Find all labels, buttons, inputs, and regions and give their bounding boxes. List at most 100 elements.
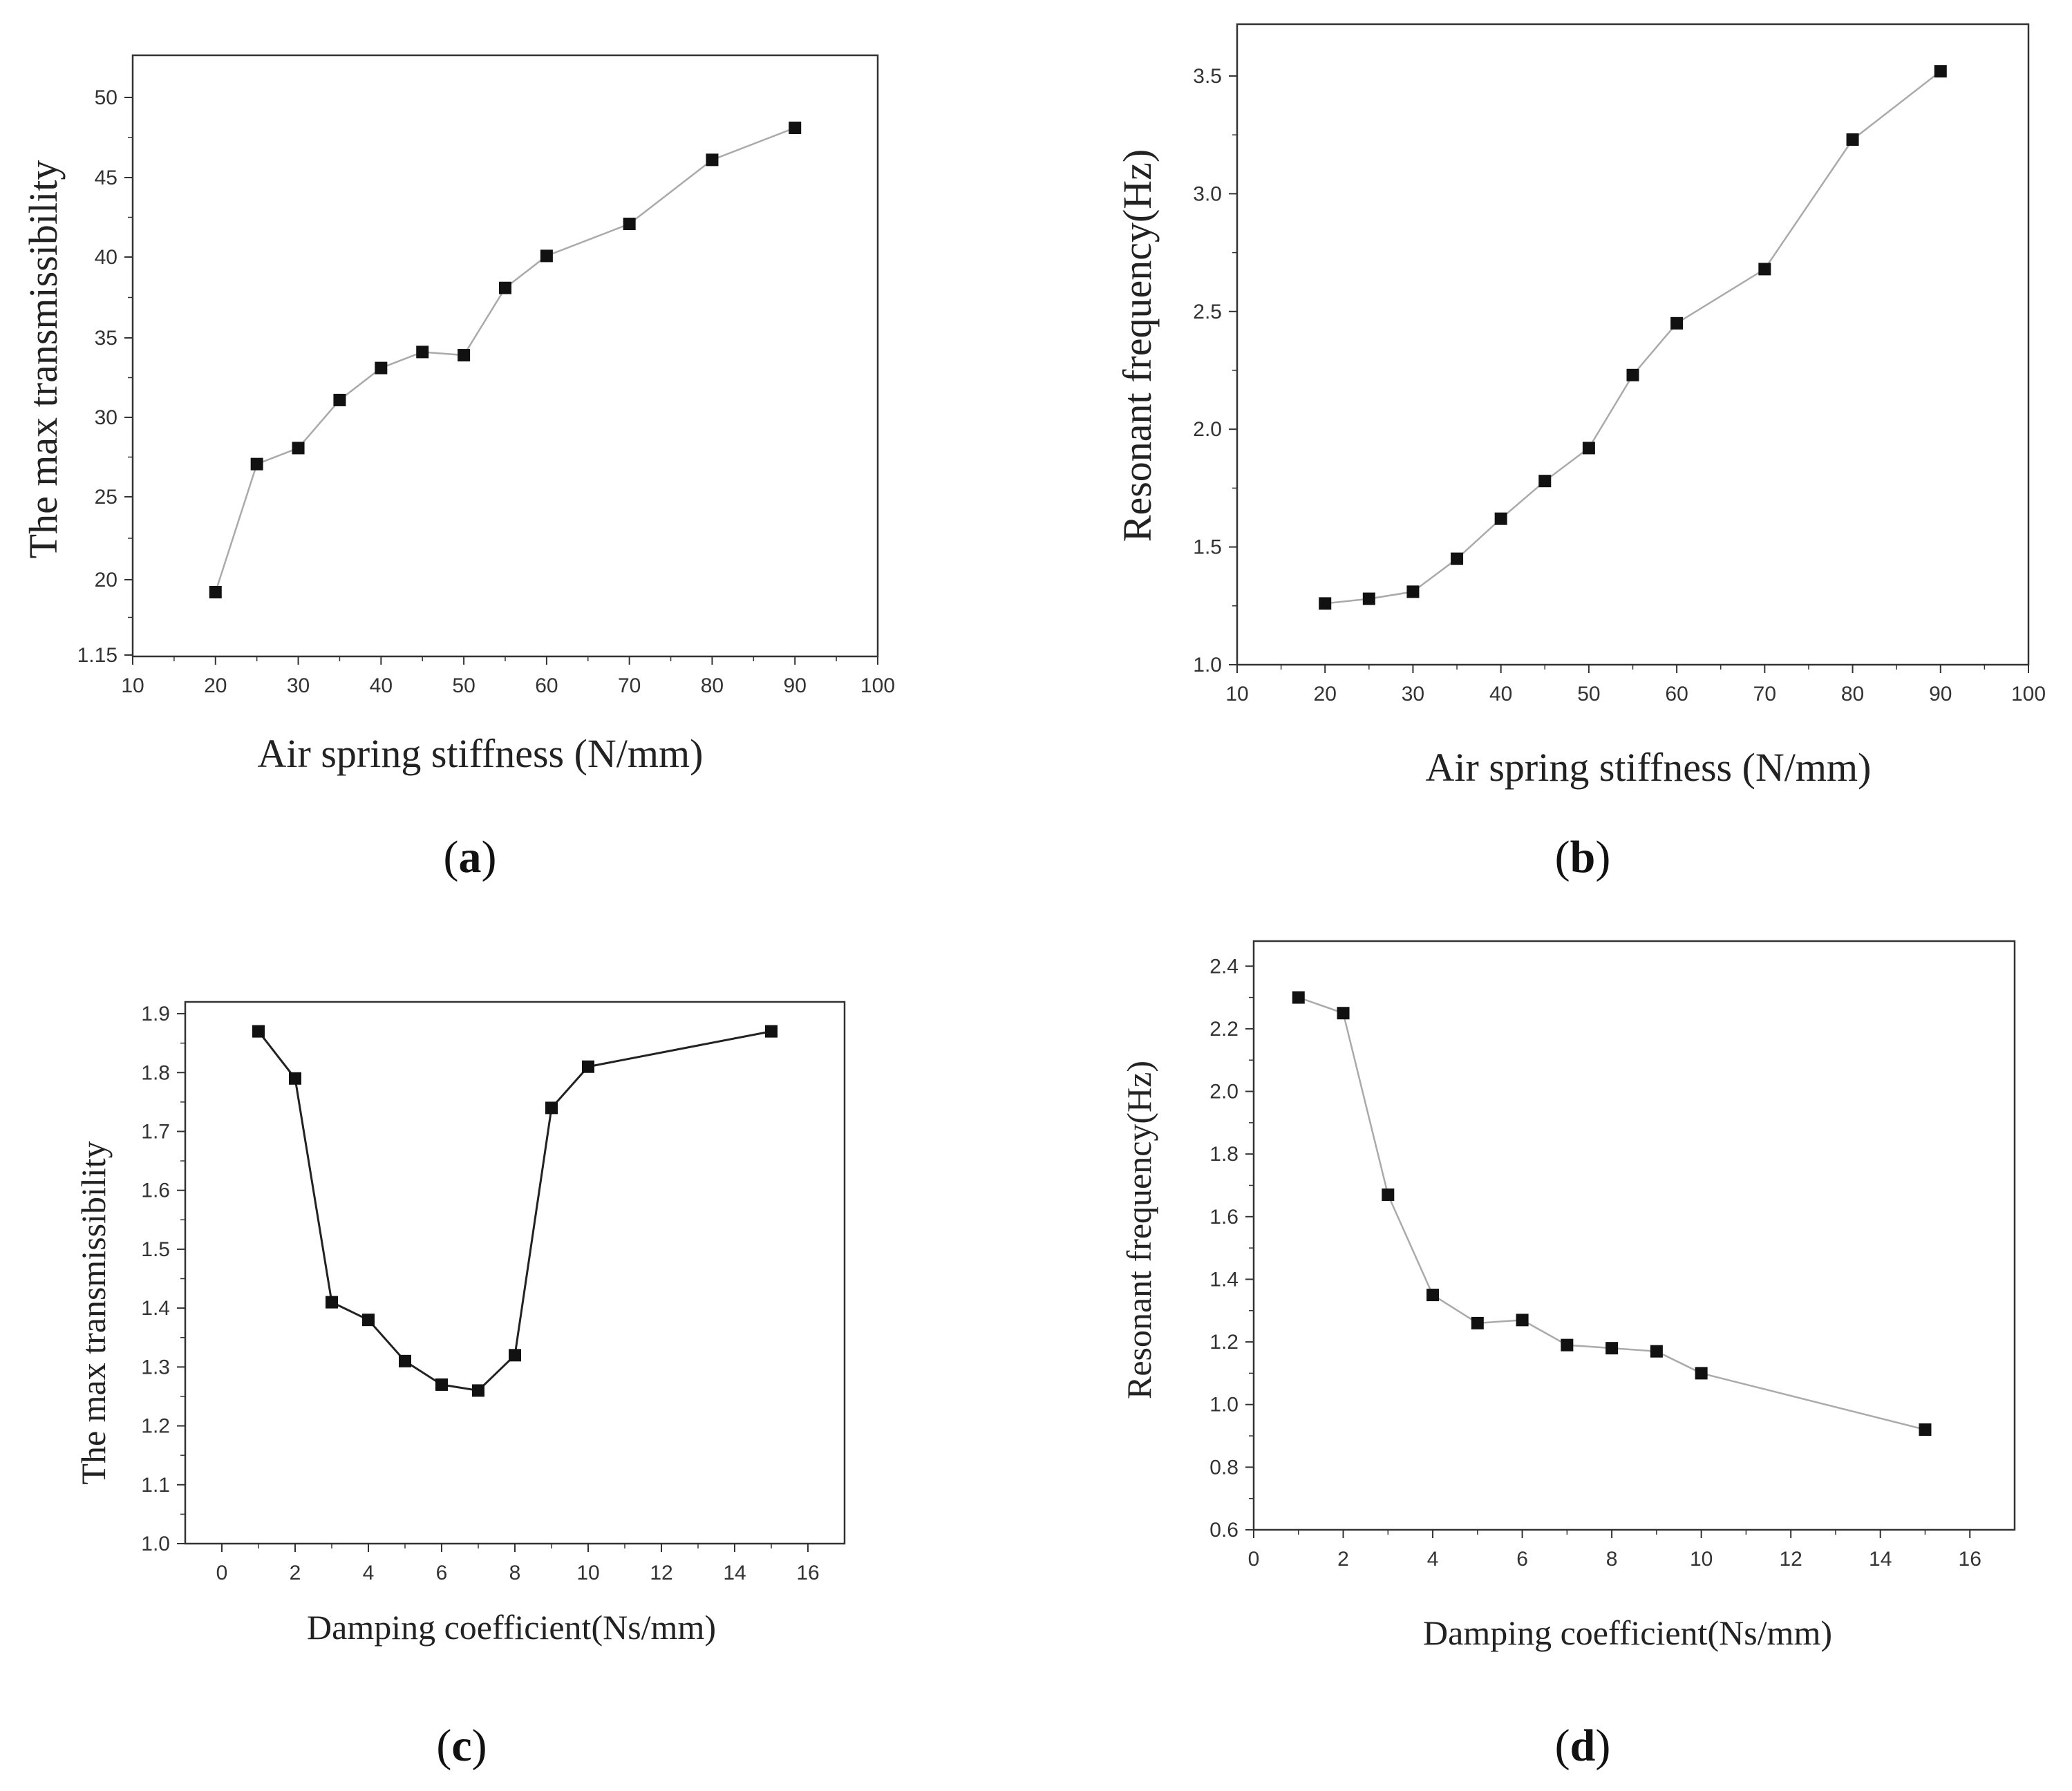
panel-letter-b: b	[1570, 832, 1596, 882]
x-tick-label: 14	[723, 1562, 746, 1584]
y-tick-label: 1.8	[1209, 1143, 1239, 1166]
data-point	[1605, 1342, 1619, 1355]
y-axis-label-a: The max transmissibility	[21, 160, 66, 559]
x-axis-label-a: Air spring stiffness (N/mm)	[258, 731, 704, 776]
x-tick-label: 100	[2011, 683, 2046, 705]
panel-b: 10 20 30 40 50 60 70 80 90 100 1.0 1.5 2.0 2.5 3.0 3.5…	[1115, 23, 2046, 882]
x-tick-label: 40	[1489, 683, 1512, 705]
data-point	[375, 361, 388, 375]
x-axis-label-d: Damping coefficient(Ns/mm)	[1423, 1613, 1832, 1652]
x-tick-label: 6	[1516, 1548, 1528, 1571]
data-point	[458, 349, 471, 362]
y-tick-label: 1.7	[141, 1120, 170, 1143]
x-tick-label: 0	[216, 1562, 228, 1584]
data-point	[545, 1101, 558, 1115]
y-tick-label: 35	[95, 327, 117, 350]
y-tick-label: 1.5	[141, 1238, 170, 1261]
x-tick-label: 80	[701, 674, 724, 697]
x-tick-label: 50	[1577, 683, 1600, 705]
y-axis-ticks-c: 1.0 1.1 1.2 1.3 1.4 1.5 1.6 1.7 1.8 1.9	[141, 1003, 185, 1555]
data-point	[209, 586, 222, 598]
x-tick-label: 2	[1337, 1548, 1349, 1571]
data-point	[362, 1314, 375, 1327]
y-tick-label: 1.0	[1209, 1394, 1239, 1416]
x-tick-label: 4	[363, 1562, 375, 1584]
data-point	[1406, 585, 1420, 598]
plot-area-d	[1252, 940, 2016, 1531]
y-axis-ticks-a: 1.15 20 25 30 35 40 45 50	[77, 86, 133, 667]
data-point	[1919, 1423, 1932, 1436]
y-tick-label: 40	[95, 246, 117, 269]
y-tick-label: 1.6	[1209, 1206, 1239, 1229]
y-tick-label: 1.15	[77, 644, 117, 667]
y-tick-label: 25	[95, 486, 117, 509]
y-tick-label: 0.8	[1209, 1456, 1239, 1479]
x-tick-label: 80	[1841, 683, 1864, 705]
data-point	[1451, 552, 1464, 565]
y-axis-label-d: Resonant frequency(Hz)	[1120, 1061, 1158, 1399]
x-tick-label: 60	[535, 674, 558, 697]
x-axis-label-b: Air spring stiffness (N/mm)	[1426, 745, 1872, 790]
x-tick-label: 6	[436, 1562, 448, 1584]
data-point	[250, 457, 263, 471]
x-tick-label: 10	[121, 674, 144, 697]
panel-label-b: (b)	[1555, 832, 1611, 882]
x-tick-label: 16	[796, 1562, 819, 1584]
data-point	[435, 1378, 448, 1391]
y-tick-label: 1.5	[1193, 536, 1222, 559]
x-axis-ticks-b: 10 20 30 40 50 60 70 80 90 100	[1225, 665, 2046, 705]
y-tick-label: 1.0	[1193, 654, 1222, 676]
y-tick-label: 1.9	[141, 1003, 170, 1025]
y-tick-label: 2.2	[1209, 1018, 1239, 1041]
data-point	[1319, 597, 1332, 610]
y-tick-label: 1.2	[141, 1415, 170, 1438]
x-tick-label: 100	[860, 674, 895, 697]
x-tick-label: 70	[618, 674, 641, 697]
data-point	[1670, 316, 1684, 330]
y-tick-label: 1.6	[141, 1179, 170, 1202]
data-point	[1292, 991, 1305, 1004]
data-point	[509, 1349, 521, 1362]
data-point	[1846, 133, 1859, 146]
y-axis-label-b: Resonant frequency(Hz)	[1115, 149, 1160, 542]
x-tick-label: 30	[1402, 683, 1424, 705]
x-tick-label: 60	[1665, 683, 1688, 705]
y-axis-ticks-d: 0.6 0.8 1.0 1.2 1.4 1.6 1.8 2.0 2.2 2.4	[1209, 955, 1254, 1542]
x-tick-label: 50	[452, 674, 475, 697]
data-point	[399, 1354, 411, 1367]
x-tick-label: 20	[204, 674, 227, 697]
data-point	[1650, 1345, 1663, 1358]
data-point	[252, 1025, 265, 1038]
series-line	[214, 126, 795, 593]
y-tick-label: 2.0	[1193, 418, 1222, 441]
y-tick-label: 3.5	[1193, 65, 1222, 88]
data-point	[1337, 1007, 1350, 1020]
data-point	[333, 393, 346, 406]
y-tick-label: 2.5	[1193, 301, 1222, 323]
x-tick-label: 40	[370, 674, 393, 697]
x-tick-label: 10	[1690, 1548, 1713, 1571]
data-point	[292, 442, 305, 455]
y-axis-ticks-b: 1.0 1.5 2.0 2.5 3.0 3.5	[1193, 65, 1237, 676]
x-axis-ticks-c: 0 2 4 6 8 10 12 14 16	[216, 1544, 820, 1584]
data-point	[789, 122, 802, 134]
y-tick-label: 1.1	[141, 1474, 170, 1497]
y-tick-label: 1.0	[141, 1533, 170, 1555]
y-tick-label: 30	[95, 406, 117, 429]
series-b	[1319, 65, 1947, 610]
panel-d: 0 2 4 6 8 10 12 14 16 0.6 0.8 1.0 1.2 1.4 1.6 1.8 2.0 2.…	[1120, 940, 2016, 1771]
y-tick-label: 45	[95, 167, 117, 189]
y-tick-label: 2.0	[1209, 1081, 1239, 1103]
panel-a: 10 20 30 40 50 60 70 80 90 100 1.15 20 25 30 35 40 45 50…	[21, 54, 895, 882]
data-point	[582, 1060, 594, 1073]
y-tick-label: 2.4	[1209, 955, 1239, 978]
x-tick-label: 14	[1869, 1548, 1892, 1571]
y-tick-label: 3.0	[1193, 182, 1222, 205]
x-tick-label: 10	[576, 1562, 599, 1584]
data-point	[416, 345, 429, 359]
x-tick-label: 12	[1779, 1548, 1802, 1571]
data-point	[472, 1384, 484, 1397]
x-tick-label: 30	[287, 674, 310, 697]
data-point	[1494, 512, 1507, 525]
